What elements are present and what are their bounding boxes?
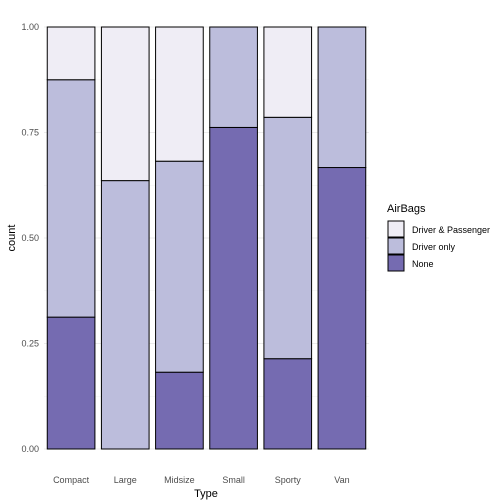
bar-van-driver-only bbox=[317, 26, 367, 169]
bar-sporty-driver-passenger bbox=[263, 26, 313, 118]
bar-compact-driver-passenger bbox=[46, 26, 96, 81]
bars bbox=[46, 26, 367, 450]
x-tick-label: Sporty bbox=[275, 475, 302, 485]
legend-key bbox=[387, 254, 405, 272]
bar-small-driver-only bbox=[209, 26, 258, 128]
y-tick-label: 1.00 bbox=[21, 22, 39, 32]
bar-van-none bbox=[317, 167, 367, 450]
x-tick-label: Large bbox=[114, 475, 137, 485]
x-tick-label: Compact bbox=[53, 475, 90, 485]
legend: AirBags Driver & Passenger Driver only Non… bbox=[387, 203, 490, 272]
y-axis-ticks: 0.00 0.25 0.50 0.75 1.00 bbox=[21, 22, 39, 454]
bar-sporty-driver-only bbox=[263, 116, 313, 360]
bar-sporty-none bbox=[263, 358, 313, 450]
bar-compact-none bbox=[46, 316, 96, 450]
y-tick-label: 0.75 bbox=[21, 128, 39, 138]
bar-midsize-none bbox=[155, 371, 204, 450]
legend-label: Driver & Passenger bbox=[412, 225, 490, 235]
y-tick-label: 0.00 bbox=[21, 444, 39, 454]
bar-midsize-driver-only bbox=[155, 160, 204, 373]
legend-title: AirBags bbox=[387, 203, 426, 215]
x-tick-label: Van bbox=[334, 475, 349, 485]
bar-small-none bbox=[209, 126, 258, 450]
legend-items: Driver & Passenger Driver only None bbox=[387, 220, 490, 272]
legend-key bbox=[387, 237, 405, 255]
legend-label: Driver only bbox=[412, 242, 456, 252]
legend-label: None bbox=[412, 259, 434, 269]
legend-key bbox=[387, 220, 405, 238]
x-tick-label: Small bbox=[222, 475, 245, 485]
bar-large-driver-only bbox=[100, 180, 150, 450]
x-tick-label: Midsize bbox=[164, 475, 195, 485]
y-tick-label: 0.25 bbox=[21, 339, 39, 349]
x-axis-ticks: Compact Large Midsize Small Sporty Van bbox=[53, 475, 350, 485]
y-tick-label: 0.50 bbox=[21, 233, 39, 243]
bar-large-driver-passenger bbox=[100, 26, 150, 182]
bar-midsize-driver-passenger bbox=[155, 26, 204, 162]
bar-compact-driver-only bbox=[46, 79, 96, 318]
y-axis-title: count bbox=[6, 225, 18, 252]
x-axis-title: Type bbox=[194, 488, 218, 500]
